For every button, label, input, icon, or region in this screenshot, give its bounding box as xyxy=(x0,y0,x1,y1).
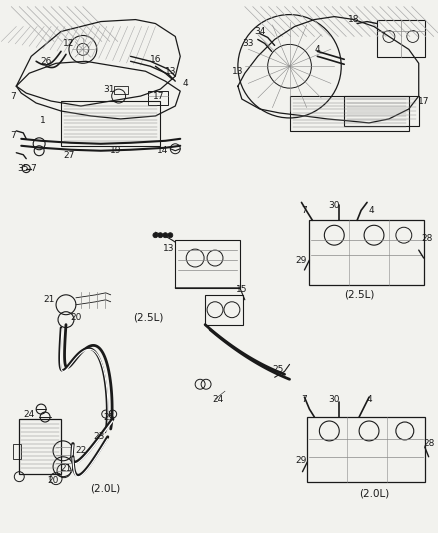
Text: 12: 12 xyxy=(63,39,74,48)
Text: 7: 7 xyxy=(301,394,307,403)
Text: 33: 33 xyxy=(241,39,253,48)
Bar xyxy=(307,417,424,482)
Bar xyxy=(13,444,21,459)
Circle shape xyxy=(158,233,162,238)
Text: 27: 27 xyxy=(63,151,74,160)
Text: 24: 24 xyxy=(24,409,35,418)
Text: 1: 1 xyxy=(40,116,46,125)
Text: 7: 7 xyxy=(30,164,36,173)
Text: 21: 21 xyxy=(43,295,55,304)
Text: 30: 30 xyxy=(328,201,339,210)
Text: 14: 14 xyxy=(156,146,168,155)
Text: 20: 20 xyxy=(70,313,81,322)
Text: 35: 35 xyxy=(18,164,29,173)
Text: 25: 25 xyxy=(103,413,114,422)
Text: 19: 19 xyxy=(110,146,121,155)
Circle shape xyxy=(162,233,167,238)
Text: 7: 7 xyxy=(301,206,307,215)
Text: (2.5L): (2.5L) xyxy=(133,313,163,322)
Text: 17: 17 xyxy=(417,96,428,106)
Circle shape xyxy=(152,233,158,238)
Text: 7: 7 xyxy=(11,92,16,101)
Bar xyxy=(343,96,418,126)
Bar xyxy=(309,220,423,285)
Text: 18: 18 xyxy=(348,15,359,24)
Text: 4: 4 xyxy=(314,45,319,54)
Bar xyxy=(148,91,168,105)
Text: 4: 4 xyxy=(365,394,371,403)
Text: (2.5L): (2.5L) xyxy=(343,290,374,300)
Text: 7: 7 xyxy=(11,131,16,140)
Text: 29: 29 xyxy=(295,255,307,264)
Text: 34: 34 xyxy=(254,27,265,36)
Text: 16: 16 xyxy=(149,55,161,64)
Text: 15: 15 xyxy=(236,285,247,294)
Text: 30: 30 xyxy=(328,394,339,403)
Bar xyxy=(376,20,424,58)
Text: 4: 4 xyxy=(182,79,187,87)
Bar xyxy=(289,96,408,131)
Text: 25: 25 xyxy=(271,365,283,374)
Bar xyxy=(205,295,242,325)
Text: 22: 22 xyxy=(75,446,86,455)
Bar xyxy=(175,240,239,288)
Bar xyxy=(19,419,61,474)
Text: 29: 29 xyxy=(295,456,307,465)
Text: 13: 13 xyxy=(164,67,176,76)
Bar xyxy=(113,86,127,94)
Text: 21: 21 xyxy=(60,464,71,473)
Text: 4: 4 xyxy=(367,206,373,215)
Text: 13: 13 xyxy=(162,244,174,253)
Text: (2.0L): (2.0L) xyxy=(358,489,388,498)
Text: 13: 13 xyxy=(232,67,243,76)
Text: 24: 24 xyxy=(212,394,223,403)
Text: 31: 31 xyxy=(103,85,114,94)
Text: 17: 17 xyxy=(152,92,164,101)
Text: (2.0L): (2.0L) xyxy=(90,483,120,494)
Bar xyxy=(61,101,160,146)
Circle shape xyxy=(167,233,173,238)
Text: 28: 28 xyxy=(422,439,433,448)
Text: 26: 26 xyxy=(40,57,52,66)
Text: 20: 20 xyxy=(47,476,59,485)
Text: 28: 28 xyxy=(420,233,431,243)
Text: 23: 23 xyxy=(93,432,104,441)
